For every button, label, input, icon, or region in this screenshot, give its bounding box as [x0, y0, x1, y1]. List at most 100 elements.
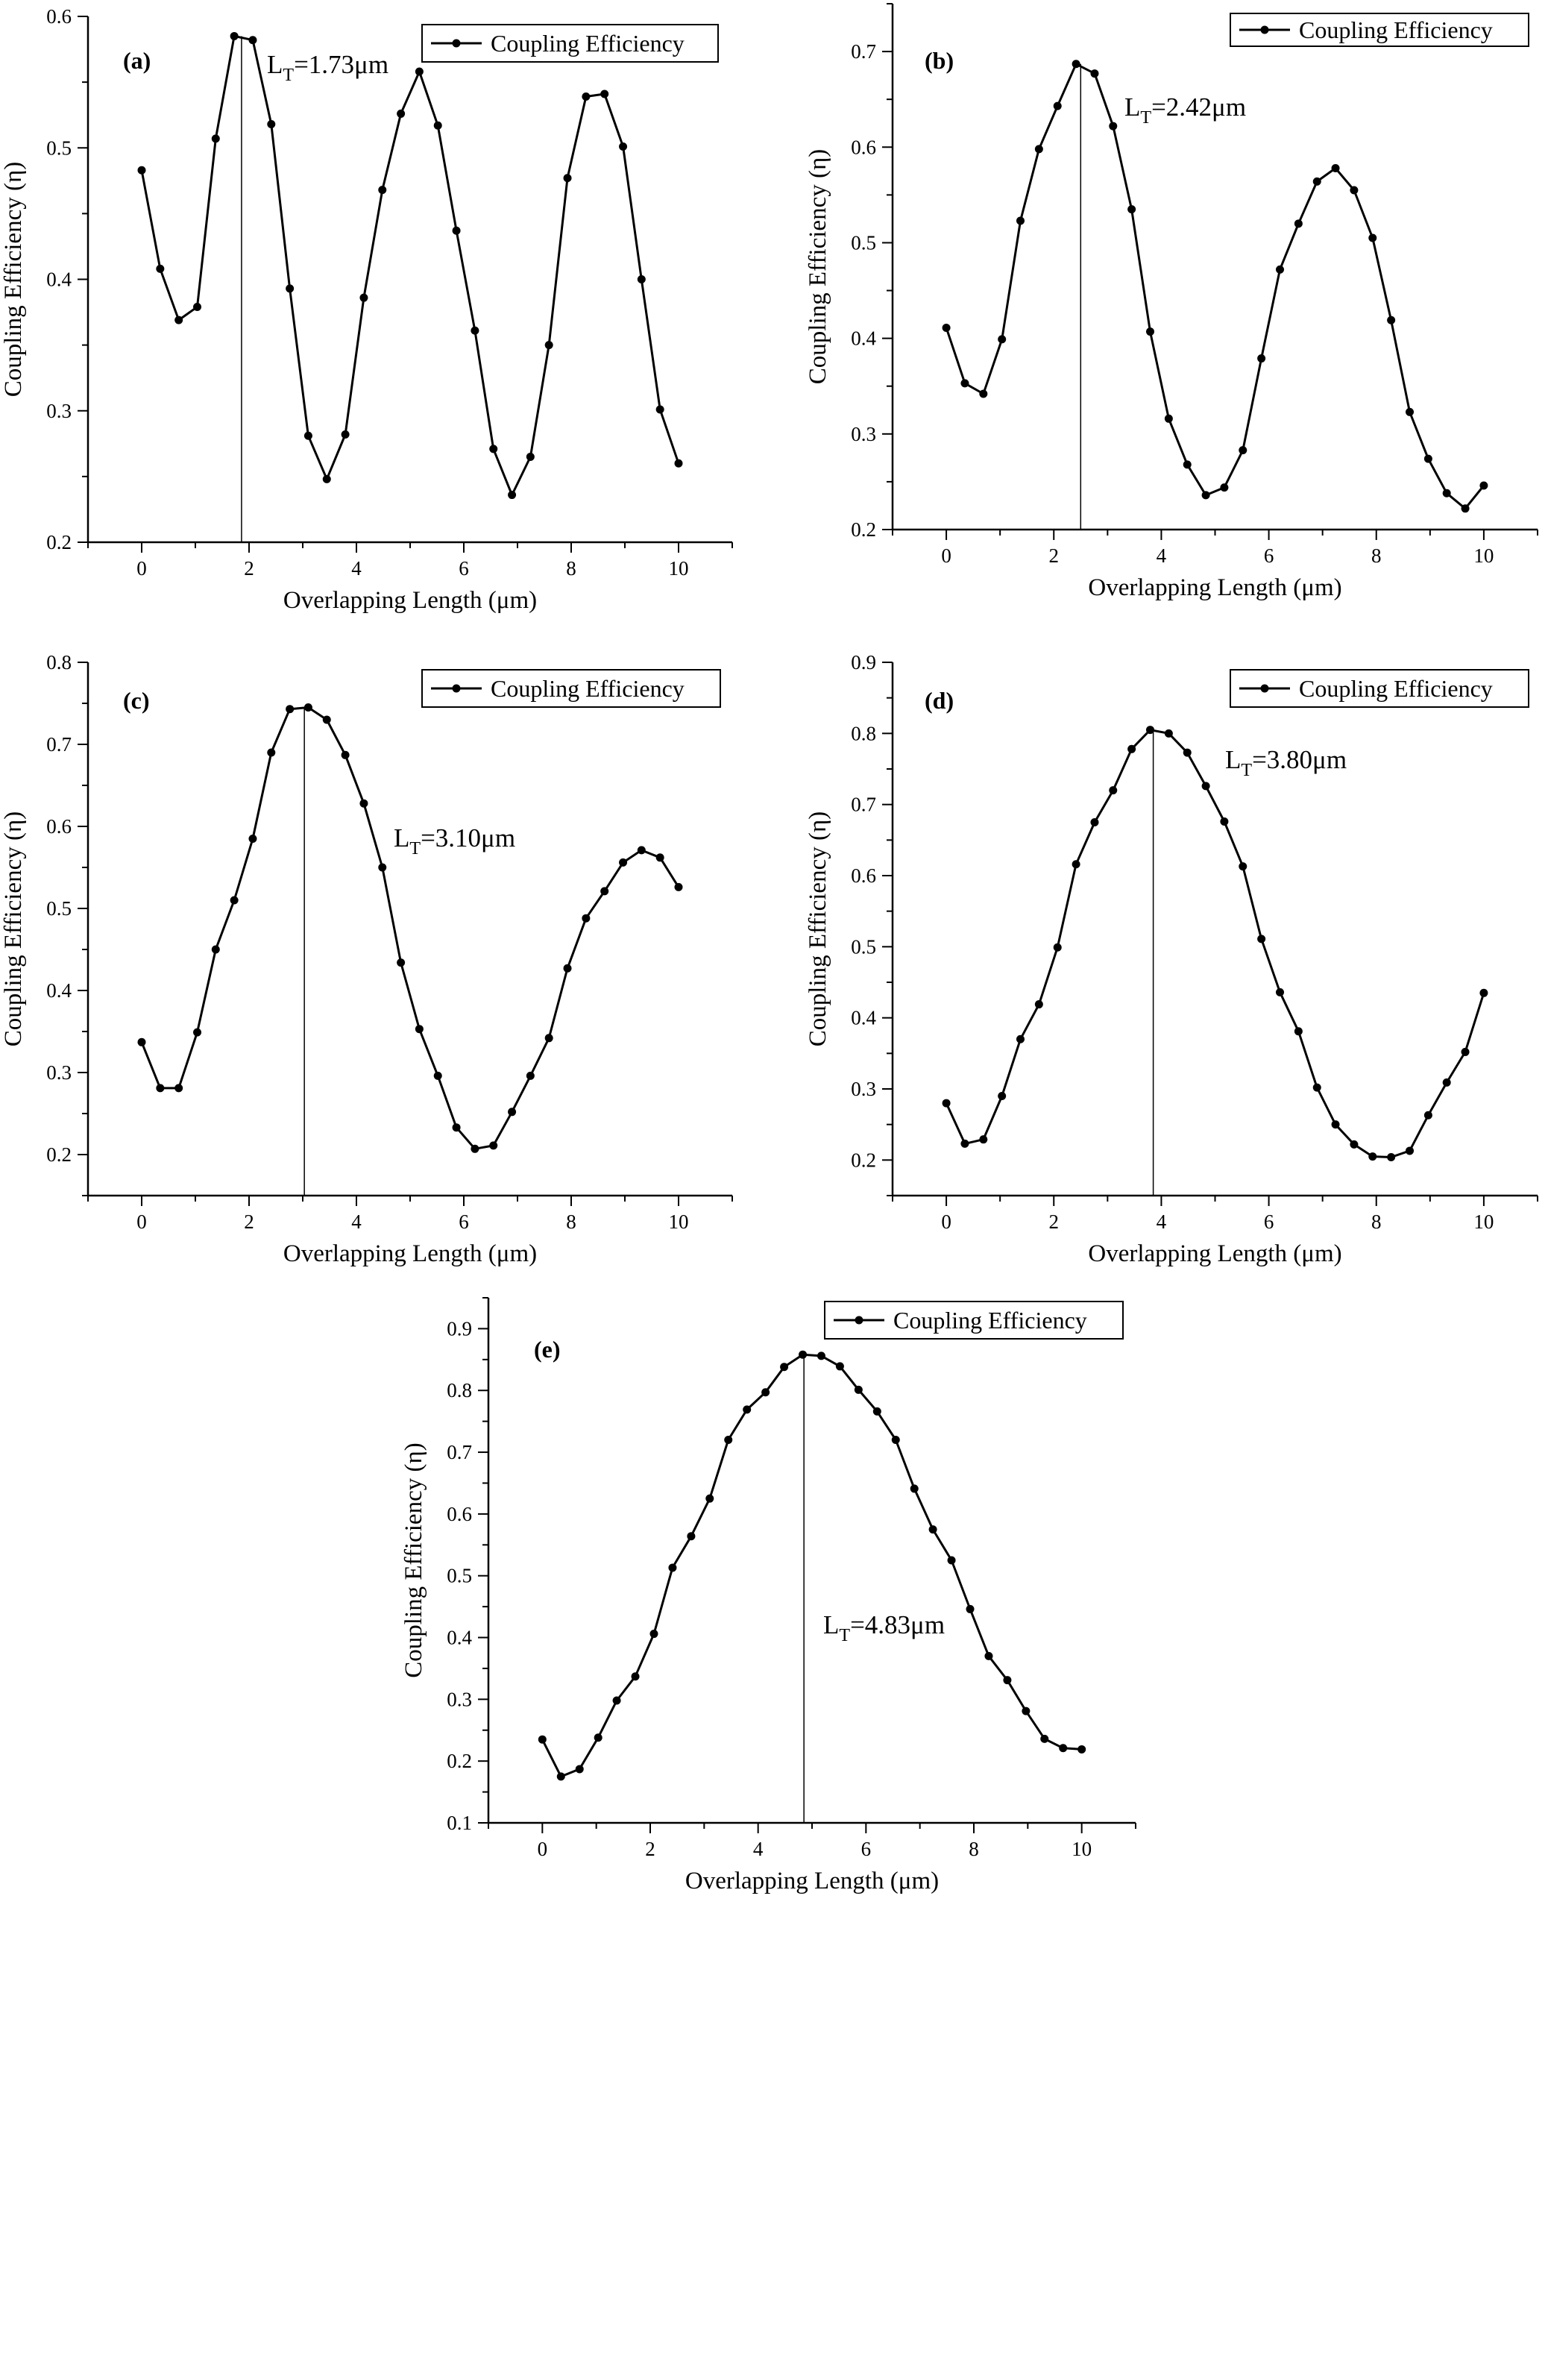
annotation-lt: LT=1.73μm: [267, 50, 388, 85]
data-point: [1312, 1083, 1321, 1092]
data-point: [1312, 177, 1321, 186]
data-point: [489, 1141, 498, 1150]
data-point: [1276, 265, 1285, 274]
y-tick-label: 0.4: [851, 327, 876, 350]
legend-marker: [452, 39, 461, 48]
x-axis-title: Overlapping Length (μm): [1088, 574, 1341, 601]
y-tick-label: 0.9: [851, 651, 876, 674]
y-tick-label: 0.3: [46, 400, 72, 422]
data-point: [433, 1071, 442, 1080]
x-tick-label: 2: [244, 557, 254, 580]
data-point: [471, 1144, 479, 1153]
data-point: [637, 846, 646, 855]
y-tick-label: 0.3: [46, 1061, 72, 1084]
data-point: [960, 379, 969, 388]
data-point: [637, 275, 646, 283]
data-point: [471, 326, 479, 335]
data-point: [489, 445, 498, 453]
y-tick-label: 0.2: [851, 1149, 876, 1171]
annotation-subscript: T: [839, 1626, 850, 1645]
chart-panel-a: 0 2 4 6 8 10 0.2 0.3 0.4 0.5 0.6 Overlapping Length…: [0, 5, 733, 614]
y-tick-label: 0.9: [447, 1317, 472, 1340]
data-point: [211, 134, 220, 143]
data-point: [1294, 219, 1303, 228]
y-tick-label: 0.6: [851, 136, 876, 158]
data-point: [799, 1350, 808, 1359]
x-tick-label: 10: [1072, 1838, 1092, 1860]
data-point: [1294, 1027, 1303, 1036]
data-point: [1016, 1034, 1025, 1043]
data-point: [1239, 862, 1247, 871]
y-tick-label: 0.2: [46, 1143, 72, 1166]
data-point: [538, 1735, 547, 1744]
data-point: [835, 1362, 844, 1371]
data-point: [1350, 186, 1359, 195]
y-tick-label: 0.2: [851, 518, 876, 541]
x-tick-label: 2: [1049, 544, 1060, 567]
data-point: [960, 1139, 969, 1148]
x-axis-title: Overlapping Length (μm): [283, 1240, 537, 1267]
y-tick-label: 0.7: [46, 733, 72, 756]
x-tick-label: 2: [244, 1211, 254, 1233]
chart-panel-b: 0 2 4 6 8 10 0.2 0.3 0.4 0.5 0.6 0.7 Overlapping Len…: [805, 3, 1538, 601]
y-tick-label: 0.7: [447, 1441, 472, 1463]
x-tick-label: 0: [136, 1211, 147, 1233]
data-point: [984, 1651, 993, 1660]
data-point: [1239, 446, 1247, 455]
data-point: [1331, 163, 1340, 172]
data-point: [1077, 1745, 1086, 1753]
data-point: [1387, 1153, 1396, 1162]
annotation-main: L: [823, 1610, 839, 1639]
x-tick-label: 4: [351, 557, 362, 580]
data-point: [1127, 744, 1136, 753]
data-point: [928, 1525, 937, 1534]
data-point: [1201, 782, 1210, 791]
y-axis-title: Coupling Efficiency (η): [805, 811, 831, 1046]
x-axis-title: Overlapping Length (μm): [1088, 1240, 1341, 1267]
x-tick-label: 8: [1371, 1211, 1382, 1233]
y-tick-label: 0.6: [46, 5, 72, 28]
x-tick-label: 8: [1371, 544, 1382, 567]
series-line: [945, 729, 1485, 1158]
annotation-lt: LT=3.10μm: [394, 823, 515, 858]
data-point: [1442, 489, 1451, 497]
data-point: [582, 914, 591, 923]
y-tick-label: 0.6: [447, 1503, 472, 1525]
data-point: [1257, 935, 1266, 943]
y-tick-label: 0.8: [46, 651, 72, 674]
x-tick-label: 10: [669, 1211, 689, 1233]
x-tick-label: 0: [941, 544, 951, 567]
data-point: [1127, 205, 1136, 214]
data-point: [1034, 1000, 1043, 1009]
data-point: [193, 303, 202, 312]
y-tick-label: 0.3: [851, 1078, 876, 1100]
annotation-value: =4.83μm: [850, 1610, 945, 1639]
x-tick-label: 10: [669, 557, 689, 580]
data-point: [910, 1484, 919, 1493]
x-tick-label: 6: [1264, 544, 1274, 567]
data-point: [1072, 60, 1080, 69]
annotation-lt: LT=3.80μm: [1225, 745, 1347, 780]
data-point: [1350, 1140, 1359, 1149]
data-point: [303, 703, 312, 712]
data-point: [1406, 407, 1415, 416]
data-point: [1406, 1146, 1415, 1155]
y-tick-label: 0.3: [851, 423, 876, 445]
y-axis-title: Coupling Efficiency (η): [0, 162, 27, 397]
data-point: [582, 92, 591, 101]
data-point: [230, 31, 239, 40]
data-point: [415, 67, 424, 76]
data-point: [1368, 233, 1377, 242]
y-tick-label: 0.8: [851, 722, 876, 744]
data-point: [1016, 216, 1025, 225]
data-point: [872, 1407, 881, 1416]
data-point: [378, 186, 387, 195]
data-point: [211, 945, 220, 954]
data-point: [1090, 818, 1099, 826]
series-line: [140, 34, 680, 497]
data-point: [966, 1604, 975, 1613]
data-point: [1059, 1744, 1068, 1753]
legend-marker: [452, 684, 461, 693]
y-tick-label: 0.4: [46, 269, 72, 291]
x-tick-label: 6: [1264, 1211, 1274, 1233]
